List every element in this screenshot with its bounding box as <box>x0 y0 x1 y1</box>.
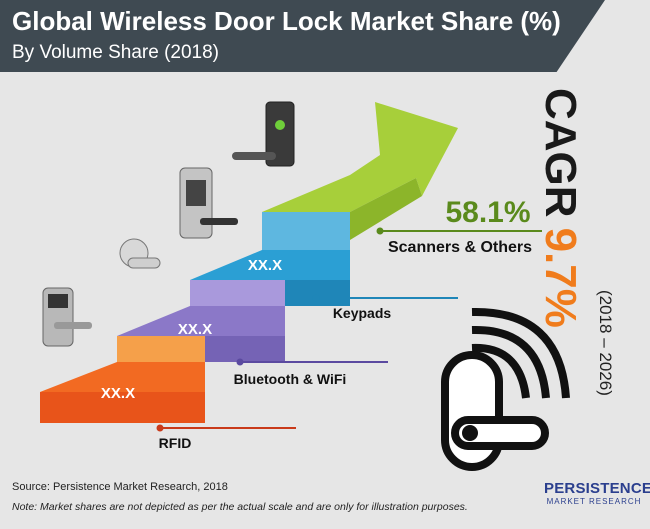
persistence-logo: PERSISTENCE MARKET RESEARCH <box>544 480 650 507</box>
step-keypads-top <box>190 250 350 280</box>
wireless-lock-icon-wave-1 <box>471 343 530 399</box>
wireless-lock-icon-wave-2 <box>471 325 550 399</box>
wireless-lock-icon-handle <box>451 416 549 450</box>
value-label-scanners: 58.1% <box>445 196 530 229</box>
riser-rfid-face <box>117 336 205 362</box>
cagr-label: CAGR 9.7% <box>536 88 585 368</box>
step-scanners <box>262 102 458 240</box>
cagr-label-text: CAGR <box>536 88 585 218</box>
lock-scanner-icon-sensor <box>275 120 285 130</box>
callout-dot-bluetooth <box>236 358 244 366</box>
chart-title: Global Wireless Door Lock Market Share (… <box>12 6 561 36</box>
wireless-lock-icon <box>441 307 570 471</box>
lock-bluetooth-icon <box>119 238 161 269</box>
lock-scanner-icon-body <box>265 101 295 167</box>
lock-scanner-icon-handle <box>232 152 276 160</box>
logo-tagline: MARKET RESEARCH <box>546 497 642 506</box>
value-label-bluetooth: XX.X <box>178 321 212 338</box>
callout-dot-keypads <box>312 294 320 302</box>
lock-keypad-icon-handle <box>200 218 238 225</box>
chart-subtitle: By Volume Share (2018) <box>12 42 220 63</box>
wireless-lock-icon-wave-3 <box>471 307 570 399</box>
cagr-value: 9.7% <box>536 227 585 328</box>
lock-rfid-icon <box>42 287 92 347</box>
step-keypads <box>190 250 350 306</box>
step-bluetooth <box>117 306 285 362</box>
step-rfid-top <box>40 362 205 392</box>
category-label-keypads: Keypads <box>333 305 392 321</box>
riser-keypads <box>262 212 350 250</box>
lock-keypad-icon <box>179 167 238 239</box>
step-rfid-face <box>40 392 205 423</box>
lock-rfid-icon-screen <box>48 294 68 308</box>
lock-rfid-icon-handle <box>54 322 92 329</box>
step-bluetooth-top <box>117 306 285 336</box>
riser-bluetooth <box>190 280 285 306</box>
value-label-keypads: XX.X <box>248 257 282 274</box>
riser-keypads-face <box>262 212 350 250</box>
category-label-scanners: Scanners & Others <box>388 239 532 256</box>
disclaimer-note: Note: Market shares are not depicted as … <box>12 501 468 513</box>
header-banner <box>0 0 605 72</box>
step-scanners-top <box>262 102 458 212</box>
step-rfid <box>40 362 205 423</box>
step-keypads-face <box>285 280 350 306</box>
riser-rfid <box>117 336 205 362</box>
category-label-bluetooth: Bluetooth & WiFi <box>234 371 347 387</box>
step-bluetooth-face <box>205 336 285 362</box>
value-label-rfid: XX.X <box>101 385 135 402</box>
wireless-lock-icon-body <box>441 351 503 471</box>
source-note: Source: Persistence Market Research, 201… <box>12 481 228 493</box>
callout-dot-scanners <box>376 227 384 235</box>
lock-bluetooth-icon-handle <box>127 257 161 269</box>
lock-keypad-icon-pad <box>186 180 206 206</box>
cagr-period: (2018 – 2026) <box>596 290 615 396</box>
lock-scanner-icon <box>232 101 295 167</box>
category-label-rfid: RFID <box>159 435 192 451</box>
riser-bluetooth-face <box>190 280 285 306</box>
step-scanners-face <box>350 178 422 240</box>
callout-dot-rfid <box>156 424 164 432</box>
logo-name: PERSISTENCE <box>544 480 650 497</box>
wireless-lock-icon-pivot <box>462 425 478 441</box>
